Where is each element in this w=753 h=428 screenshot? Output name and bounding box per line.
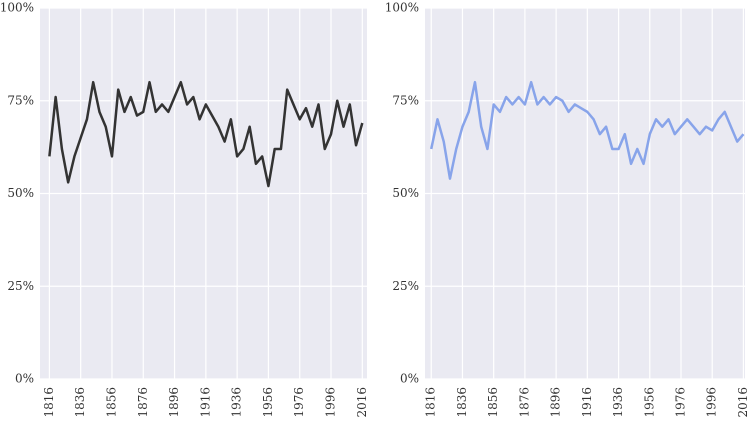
x-tick-label: 1956 <box>261 387 275 418</box>
x-tick-label: 1936 <box>611 387 625 418</box>
x-tick-label: 1896 <box>167 387 181 418</box>
y-tick-label: 100% <box>385 1 419 15</box>
x-tick-label: 1916 <box>198 387 212 418</box>
y-tick-label: 50% <box>392 186 419 200</box>
x-tick-label: 1896 <box>549 387 563 418</box>
x-tick-label: 1856 <box>486 387 500 418</box>
x-tick-label: 1976 <box>674 387 688 418</box>
x-tick-label: 1876 <box>136 387 150 418</box>
x-tick-label: 1836 <box>73 387 87 418</box>
x-tick-label: 1836 <box>455 387 469 418</box>
x-tick-label: 1996 <box>705 387 719 418</box>
x-tick-label: 1816 <box>424 387 438 418</box>
x-tick-label: 2016 <box>355 387 369 418</box>
y-tick-label: 100% <box>0 1 34 15</box>
x-tick-label: 1996 <box>324 387 338 418</box>
data-line <box>48 80 364 188</box>
y-tick-label: 0% <box>15 372 34 386</box>
x-tick-label: 1856 <box>104 387 118 418</box>
x-tick-label: 1976 <box>292 387 306 418</box>
x-tick-label: 1816 <box>42 387 56 418</box>
y-tick-label: 0% <box>400 372 419 386</box>
x-tick-label: 1916 <box>580 387 594 418</box>
x-tick-label: 1936 <box>230 387 244 418</box>
x-tick-label: 1876 <box>517 387 531 418</box>
y-tick-label: 75% <box>392 93 419 107</box>
data-line <box>430 80 745 180</box>
x-tick-label: 2016 <box>736 387 750 418</box>
y-tick-label: 75% <box>7 93 34 107</box>
x-tick-label: 1956 <box>642 387 656 418</box>
y-tick-label: 25% <box>7 279 34 293</box>
y-tick-label: 25% <box>392 279 419 293</box>
y-tick-label: 50% <box>7 186 34 200</box>
